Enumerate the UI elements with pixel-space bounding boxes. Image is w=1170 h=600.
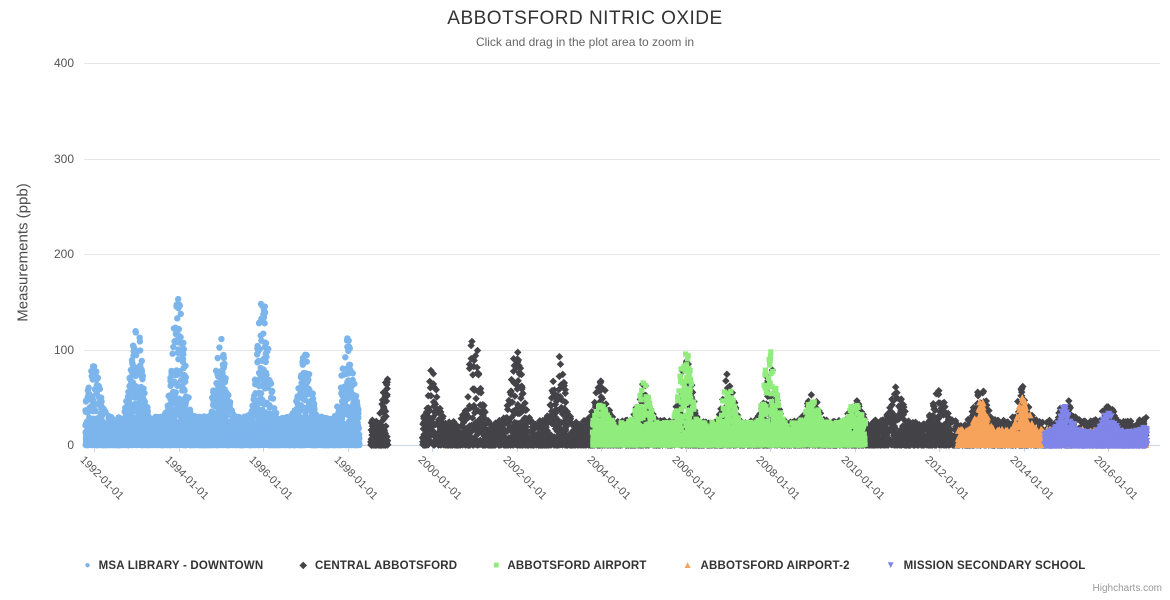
chart-title: ABBOTSFORD NITRIC OXIDE xyxy=(447,8,723,29)
legend-item-2[interactable]: ■ ABBOTSFORD AIRPORT xyxy=(493,560,646,572)
legend-item-label: MSA LIBRARY - DOWNTOWN xyxy=(98,560,264,572)
diamond-legend-icon: ◆ xyxy=(299,560,308,571)
y-axis-label: 300 xyxy=(53,151,74,166)
triangle-down-legend-icon: ▼ xyxy=(885,560,896,571)
y-axis-label: 0 xyxy=(67,438,74,452)
legend-item-4[interactable]: ▼ MISSION SECONDARY SCHOOL xyxy=(886,560,1086,572)
legend-item-3[interactable]: ▲ ABBOTSFORD AIRPORT-2 xyxy=(683,560,850,572)
legend-item-1[interactable]: ◆ CENTRAL ABBOTSFORD xyxy=(299,560,457,572)
triangle-up-legend-icon: ▲ xyxy=(682,560,693,571)
chart-subtitle: Click and drag in the plot area to zoom … xyxy=(475,35,695,49)
y-axis-label: 200 xyxy=(53,247,74,261)
square-legend-icon: ■ xyxy=(493,560,500,571)
circle-legend-icon: ● xyxy=(84,560,91,571)
legend-item-label: ABBOTSFORD AIRPORT-2 xyxy=(700,560,850,572)
legend-item-label: MISSION SECONDARY SCHOOL xyxy=(903,560,1086,572)
legend-item-label: ABBOTSFORD AIRPORT xyxy=(507,560,647,572)
legend: ● MSA LIBRARY - DOWNTOWN ◆ CENTRAL ABBOTSFO… xyxy=(0,560,1170,572)
legend-item-label: CENTRAL ABBOTSFORD xyxy=(315,560,458,572)
y-axis-label: 400 xyxy=(53,56,74,70)
highcharts-credit[interactable]: Highcharts.com xyxy=(1092,583,1162,594)
y-axis-label: 100 xyxy=(53,342,74,357)
legend-item-0[interactable]: ● MSA LIBRARY - DOWNTOWN xyxy=(85,560,264,572)
